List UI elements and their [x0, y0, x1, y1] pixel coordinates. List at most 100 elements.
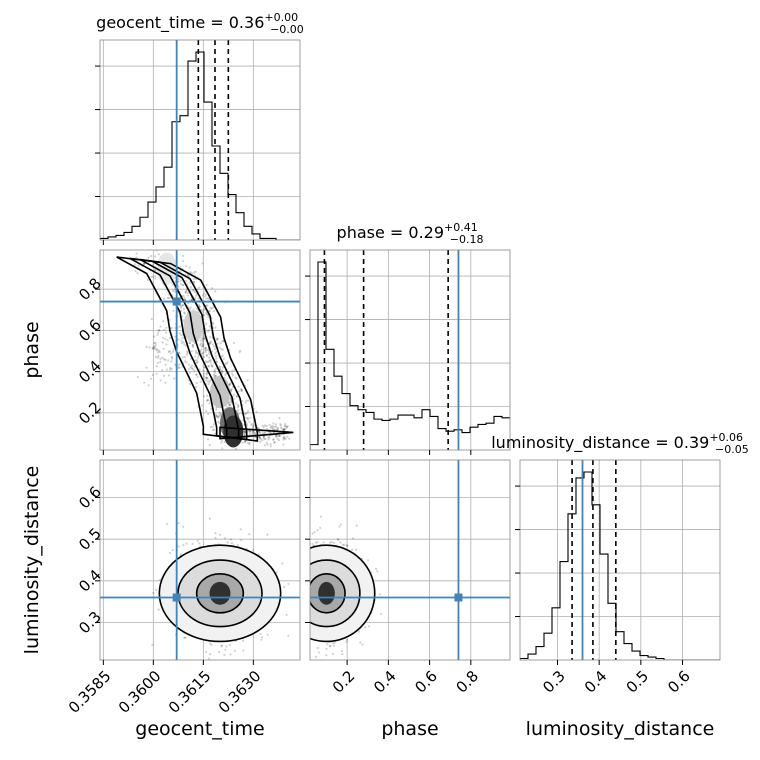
scatter-geocent_time-luminosity_distance-sample-point	[209, 642, 212, 645]
scatter-geocent_time-luminosity_distance-sample-point	[218, 533, 222, 536]
scatter-geocent_time-phase-contour	[116, 256, 259, 442]
scatter-geocent_time-phase-sample-point	[194, 355, 197, 358]
scatter-geocent_time-luminosity_distance-sample-point	[252, 549, 255, 552]
scatter-geocent_time-phase-sample-point	[218, 422, 221, 425]
scatter-geocent_time-phase-sample-point	[184, 355, 187, 359]
scatter-geocent_time-phase-sample-point	[173, 377, 176, 380]
scatter-geocent_time-phase-sample-point	[245, 399, 248, 402]
scatter-geocent_time-phase-sample-point	[267, 435, 270, 439]
scatter-geocent_time-phase-sample-point	[284, 428, 287, 431]
scatter-geocent_time-phase-sample-point	[232, 341, 236, 345]
scatter-phase-luminosity_distance-sample-point	[304, 575, 306, 577]
scatter-geocent_time-phase-sample-point	[272, 422, 275, 425]
scatter-geocent_time-phase-sample-point	[151, 373, 154, 377]
scatter-geocent_time-phase-sample-point	[267, 438, 270, 441]
scatter-geocent_time-phase-sample-point	[201, 335, 205, 338]
scatter-geocent_time-phase-sample-point	[202, 395, 206, 398]
scatter-geocent_time-phase-sample-point	[145, 345, 148, 348]
scatter-geocent_time-phase-sample-point	[214, 374, 218, 377]
scatter-phase-luminosity_distance-sample-point	[333, 644, 336, 647]
scatter-geocent_time-phase-sample-point	[249, 429, 252, 433]
scatter-phase-luminosity_distance-sample-point	[303, 594, 305, 596]
scatter-geocent_time-phase-sample-point	[207, 413, 210, 416]
scatter-geocent_time-luminosity_distance-sample-point	[259, 632, 262, 636]
scatter-phase-luminosity_distance-tick-label-x: 0.8	[453, 667, 483, 697]
scatter-geocent_time-phase-sample-point	[153, 335, 156, 338]
scatter-geocent_time-phase-sample-point	[255, 410, 258, 413]
scatter-phase-luminosity_distance-sample-point	[305, 567, 307, 569]
scatter-geocent_time-phase-sample-point	[207, 399, 210, 402]
scatter-geocent_time-luminosity_distance-tick-label-x: 0.3585	[65, 667, 115, 717]
scatter-geocent_time-phase-sample-point	[201, 342, 205, 345]
scatter-geocent_time-phase-sample-point	[191, 345, 195, 348]
scatter-phase-luminosity_distance-sample-point	[303, 611, 305, 613]
scatter-phase-luminosity_distance-sample-point	[303, 590, 305, 592]
scatter-geocent_time-luminosity_distance-sample-point	[177, 522, 180, 525]
scatter-geocent_time-phase-sample-point	[170, 367, 173, 370]
scatter-geocent_time-phase-sample-point	[283, 428, 286, 431]
scatter-geocent_time-phase-sample-point	[165, 326, 168, 329]
scatter-phase-luminosity_distance-sample-point	[308, 623, 310, 625]
scatter-geocent_time-phase-sample-point	[216, 338, 219, 341]
scatter-geocent_time-luminosity_distance-sample-point	[198, 542, 201, 545]
hist-geocent_time-frame	[99, 39, 301, 241]
scatter-geocent_time-phase-sample-point	[228, 404, 231, 407]
scatter-phase-luminosity_distance-sample-point	[300, 561, 302, 563]
scatter-geocent_time-luminosity_distance-sample-point	[179, 553, 182, 556]
scatter-geocent_time-phase-sample-point	[248, 420, 251, 423]
scatter-geocent_time-phase-sample-point	[283, 437, 286, 440]
scatter-geocent_time-phase-sample-point	[168, 350, 171, 353]
scatter-geocent_time-phase-sample-point	[251, 433, 254, 436]
scatter-geocent_time-phase-sample-point	[268, 423, 271, 426]
scatter-phase-luminosity_distance-sample-point	[295, 600, 297, 602]
scatter-geocent_time-phase-sample-point	[194, 270, 197, 273]
scatter-geocent_time-phase-contour	[219, 426, 294, 440]
scatter-geocent_time-phase-sample-point	[159, 379, 162, 382]
scatter-geocent_time-phase-sample-point	[189, 306, 192, 309]
scatter-geocent_time-phase-sample-point	[167, 374, 171, 377]
scatter-geocent_time-phase-density-cell	[183, 310, 204, 343]
scatter-geocent_time-phase-sample-point	[194, 349, 198, 353]
scatter-geocent_time-phase-sample-point	[155, 349, 158, 352]
scatter-geocent_time-phase-sample-point	[246, 418, 249, 421]
scatter-geocent_time-phase-sample-point	[195, 351, 198, 355]
scatter-phase-luminosity_distance-sample-point	[336, 538, 340, 541]
scatter-geocent_time-phase-sample-point	[196, 361, 199, 364]
scatter-phase-luminosity_distance-sample-point	[305, 592, 307, 594]
scatter-geocent_time-phase-sample-point	[224, 362, 227, 365]
scatter-geocent_time-phase-sample-point	[152, 263, 155, 266]
scatter-geocent_time-phase-sample-point	[239, 349, 242, 352]
scatter-geocent_time-phase-sample-point	[220, 439, 224, 442]
scatter-geocent_time-phase-sample-point	[195, 373, 198, 377]
scatter-phase-luminosity_distance-sample-point	[325, 647, 328, 650]
scatter-geocent_time-phase-sample-point	[157, 253, 161, 256]
scatter-geocent_time-phase-sample-point	[192, 278, 195, 281]
scatter-geocent_time-phase-sample-point	[201, 311, 205, 314]
scatter-phase-luminosity_distance-sample-point	[292, 573, 294, 575]
scatter-geocent_time-phase-sample-point	[157, 331, 160, 334]
scatter-phase-luminosity_distance-sample-point	[301, 597, 303, 599]
scatter-geocent_time-phase-sample-point	[194, 386, 198, 389]
scatter-phase-luminosity_distance-sample-point	[295, 547, 297, 549]
scatter-geocent_time-phase-sample-point	[212, 310, 216, 313]
scatter-geocent_time-luminosity_distance-sample-point	[183, 636, 186, 640]
scatter-geocent_time-phase-sample-point	[168, 336, 172, 339]
scatter-phase-luminosity_distance-sample-point	[343, 543, 346, 546]
scatter-phase-luminosity_distance-sample-point	[341, 652, 344, 656]
scatter-geocent_time-luminosity_distance-sample-point	[171, 549, 174, 552]
scatter-geocent_time-phase-sample-point	[215, 415, 218, 418]
scatter-geocent_time-phase-sample-point	[223, 440, 226, 444]
scatter-geocent_time-phase-sample-point	[135, 252, 138, 255]
scatter-geocent_time-phase-sample-point	[237, 409, 240, 412]
scatter-phase-luminosity_distance-sample-point	[306, 608, 308, 610]
scatter-geocent_time-luminosity_distance-sample-point	[239, 528, 242, 531]
scatter-geocent_time-phase-sample-point	[196, 356, 200, 360]
scatter-phase-luminosity_distance-sample-point	[297, 594, 299, 596]
scatter-geocent_time-phase-sample-point	[206, 330, 209, 333]
scatter-geocent_time-luminosity_distance-sample-point	[242, 649, 245, 652]
scatter-geocent_time-luminosity_distance-sample-point	[228, 643, 231, 647]
scatter-geocent_time-phase-sample-point	[276, 428, 280, 431]
scatter-geocent_time-luminosity_distance-sample-point	[209, 653, 212, 656]
scatter-geocent_time-luminosity_distance-sample-point	[205, 650, 208, 654]
scatter-geocent_time-phase-sample-point	[213, 369, 216, 373]
